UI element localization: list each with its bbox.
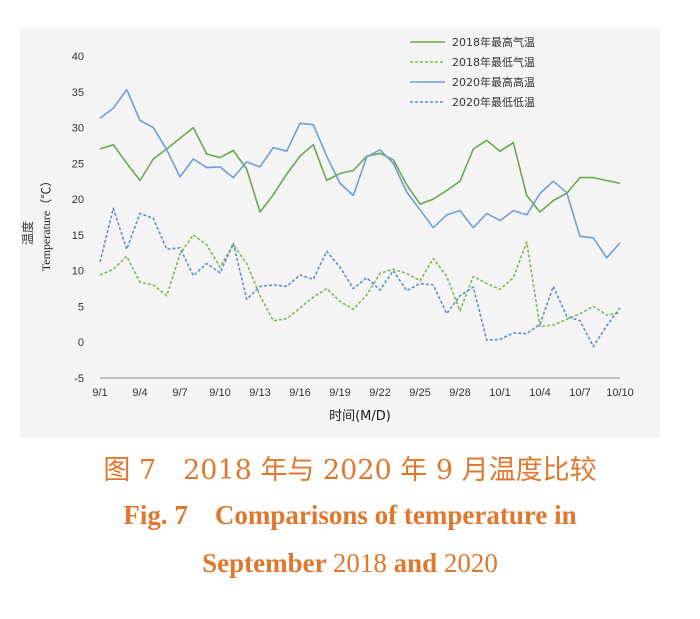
y-axis-label-cn: 温度 (20, 221, 35, 245)
legend-label-3: 2020年最低低温 (452, 95, 535, 109)
y-tick-label: 5 (78, 301, 84, 313)
caption-title-line-1: Comparisons of temperature in (214, 500, 577, 530)
y-tick-label: 0 (78, 337, 84, 349)
caption-year-2020: 2020 (443, 548, 498, 578)
y-tick-label: 25 (72, 158, 84, 170)
x-tick-label: 10/10 (606, 387, 634, 399)
series-line-2 (99, 88, 621, 259)
y-tick-labels: -5 0 5 10 15 20 25 30 35 40 (72, 51, 84, 385)
x-tick-label: 9/19 (329, 387, 350, 399)
y-tick-label: 40 (72, 51, 84, 63)
caption-chinese: 图 7 2018 年与 2020 年 9 月温度比较 (103, 455, 597, 486)
x-tick-label: 9/25 (409, 387, 430, 399)
x-tick-label: 9/4 (132, 387, 147, 399)
caption-and: and (393, 548, 438, 578)
caption-english-line-2: September 2018 and 2020 (0, 548, 700, 579)
y-tick-label: 10 (72, 266, 84, 278)
x-tick-label: 10/1 (489, 387, 510, 399)
y-tick-label: 30 (72, 123, 84, 135)
y-axis-label-en: Temperature（℃） (39, 175, 53, 271)
series-lines (99, 88, 621, 348)
x-axis-label: 时间(M/D) (329, 409, 391, 424)
legend-label-0: 2018年最高气温 (452, 35, 535, 49)
series-line-1 (99, 234, 621, 328)
y-tick-label: 15 (72, 230, 84, 242)
caption-year-2018: 2018 (332, 548, 387, 578)
x-tick-label: 10/4 (529, 387, 550, 399)
x-tick-label: 9/10 (209, 387, 230, 399)
legend-label-2: 2020年最高高温 (452, 75, 535, 89)
x-tick-label: 9/28 (449, 387, 470, 399)
y-tick-label: 35 (72, 87, 84, 99)
legend: 2018年最高气温 2018年最低气温 2020年最高高温 2020年最低低温 (410, 35, 535, 109)
y-tick-label: -5 (74, 373, 84, 385)
caption-september: September (202, 548, 327, 578)
line-chart: -5 0 5 10 15 20 25 30 35 40 9/1 9/4 9/7 9/10 9/13 9/16… (20, 35, 634, 424)
caption-figure-label: Fig. 7 (123, 500, 188, 530)
x-tick-labels: 9/1 9/4 9/7 9/10 9/13 9/16 9/19 9/22 9/25 9/28 10/… (92, 387, 633, 399)
x-tick-label: 10/7 (569, 387, 590, 399)
x-tick-label: 9/13 (249, 387, 270, 399)
x-tick-label: 9/22 (369, 387, 390, 399)
series-line-0 (99, 126, 621, 213)
y-tick-label: 20 (72, 194, 84, 206)
x-tick-label: 9/7 (172, 387, 187, 399)
x-tick-label: 9/16 (289, 387, 310, 399)
x-tick-label: 9/1 (92, 387, 107, 399)
caption-english-line-1: Fig. 7 Comparisons of temperature in (0, 500, 700, 531)
legend-label-1: 2018年最低气温 (452, 55, 535, 69)
chart-area: -5 0 5 10 15 20 25 30 35 40 9/1 9/4 9/7 9/10 9/13 9/16… (20, 28, 660, 438)
series-line-3 (99, 207, 621, 348)
